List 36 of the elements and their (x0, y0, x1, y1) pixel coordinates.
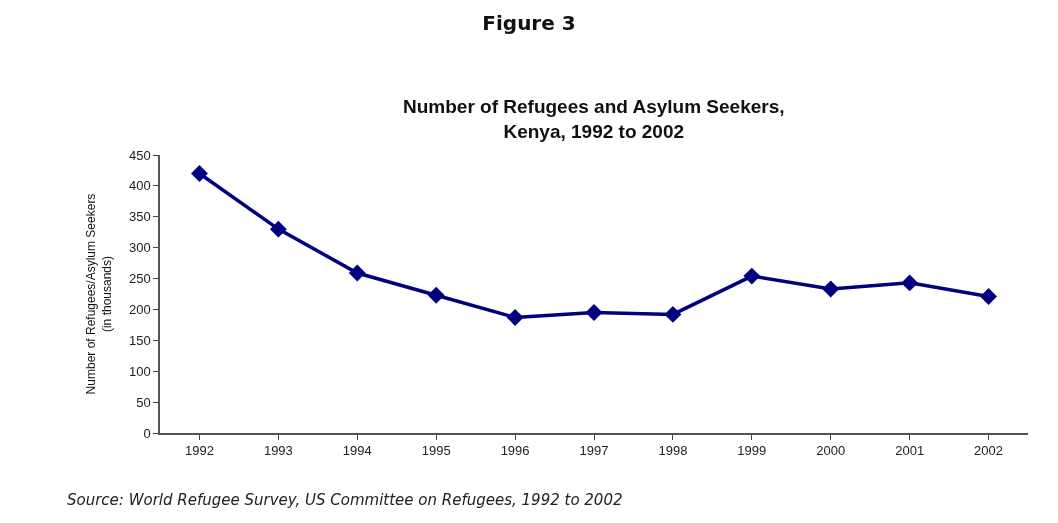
point (269, 220, 287, 238)
y-tick-label: 250 (128, 271, 151, 287)
y-tick-label: 50 (136, 394, 151, 410)
x-tick-label: 2002 (974, 443, 1004, 459)
y-tick-label: 300 (128, 240, 151, 256)
x-tick-label: 1997 (579, 443, 609, 459)
chart-subtitle: Number of Refugees and Asylum Seekers, Kenya, 1992 to 2002 (403, 96, 785, 142)
x-tick-label: 1993 (263, 443, 293, 459)
point (664, 305, 682, 323)
y-tick-label: 100 (128, 363, 151, 379)
point (822, 280, 840, 298)
point (980, 288, 997, 305)
point (506, 309, 524, 326)
y-tick-label: 400 (128, 178, 151, 194)
x-tick-label: 1999 (737, 443, 767, 459)
y-tick-label: 350 (128, 209, 151, 225)
point (348, 264, 366, 282)
point (901, 274, 919, 292)
chart-title: Figure 3 (482, 10, 576, 35)
y-tick-label: 150 (128, 332, 151, 348)
y-axis-title: Number of Refugees/Asylum Seekers (in thousands) (84, 193, 114, 395)
point (585, 304, 603, 321)
x-tick-label: 1996 (500, 443, 530, 459)
x-tick-label: 1992 (184, 443, 214, 459)
x-tick-label: 1995 (421, 443, 451, 459)
source-note: Source: World Refugee Survey, US Committee on Refugees, 1992 to 2002 (67, 491, 623, 509)
y-tick-label: 450 (128, 147, 151, 163)
x-tick-label: 1994 (342, 443, 372, 459)
x-tick-label: 1998 (658, 443, 688, 459)
x-tick-label: 2000 (816, 443, 846, 459)
y-tick-label: 200 (128, 301, 151, 317)
x-tick-label: 2001 (895, 443, 925, 459)
point (191, 165, 208, 182)
point (743, 267, 761, 285)
y-tick-label: 0 (143, 425, 151, 441)
point (427, 286, 445, 304)
